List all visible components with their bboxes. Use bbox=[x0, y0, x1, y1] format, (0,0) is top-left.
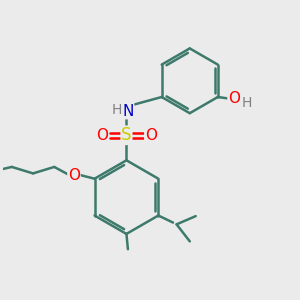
Text: O: O bbox=[68, 168, 80, 183]
Text: S: S bbox=[121, 126, 132, 144]
Text: O: O bbox=[96, 128, 108, 143]
Text: H: H bbox=[112, 103, 122, 117]
Text: O: O bbox=[145, 128, 157, 143]
Text: O: O bbox=[228, 91, 240, 106]
Text: H: H bbox=[241, 96, 251, 110]
Text: N: N bbox=[122, 103, 134, 118]
